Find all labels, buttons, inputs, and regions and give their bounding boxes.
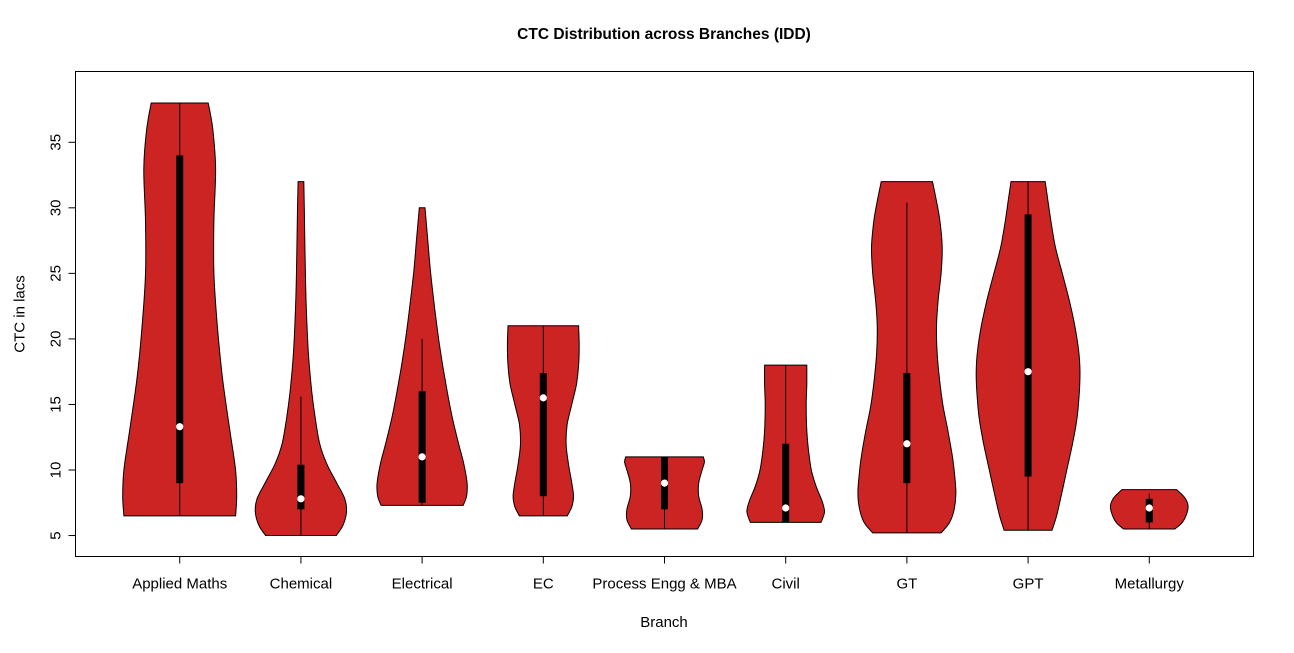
iqr-box-electrical [418, 391, 426, 503]
median-dot-ec [539, 394, 547, 402]
median-dot-gpt [1024, 368, 1032, 376]
y-tick-label: 35 [48, 134, 65, 151]
iqr-box-gpt [1024, 214, 1032, 477]
iqr-box-chemical [297, 464, 305, 510]
x-tick-label: Applied Maths [132, 576, 227, 593]
x-tick-label: Electrical [392, 576, 453, 593]
median-dot-civil [782, 504, 790, 512]
median-dot-metallurgy [1145, 504, 1153, 512]
x-tick-label: Civil [772, 576, 800, 593]
y-tick-label: 20 [48, 331, 65, 348]
median-dot-applied-maths [176, 423, 184, 431]
iqr-box-gt [903, 372, 911, 484]
x-tick-label: Process Engg & MBA [592, 576, 736, 593]
median-dot-electrical [418, 453, 426, 461]
y-tick-label: 30 [48, 199, 65, 216]
x-tick-label: GPT [1013, 576, 1044, 593]
y-tick-label: 25 [48, 265, 65, 282]
iqr-box-civil [782, 443, 790, 523]
x-tick-label: Chemical [270, 576, 333, 593]
violin-chemical [254, 181, 348, 536]
y-tick-label: 5 [48, 531, 65, 539]
y-tick-label: 10 [48, 462, 65, 479]
x-axis-label: Branch [640, 614, 688, 631]
x-tick-label: GT [896, 576, 917, 593]
x-tick-label: Metallurgy [1115, 576, 1185, 593]
median-dot-process-engg-mba [660, 479, 669, 487]
chart-title: CTC Distribution across Branches (IDD) [517, 26, 811, 43]
x-tick-label: EC [533, 576, 554, 593]
median-dot-chemical [297, 495, 305, 503]
y-tick-label: 15 [48, 396, 65, 413]
iqr-box-applied-maths [176, 155, 184, 484]
median-dot-gt [903, 440, 911, 448]
iqr-box-ec [539, 372, 547, 497]
